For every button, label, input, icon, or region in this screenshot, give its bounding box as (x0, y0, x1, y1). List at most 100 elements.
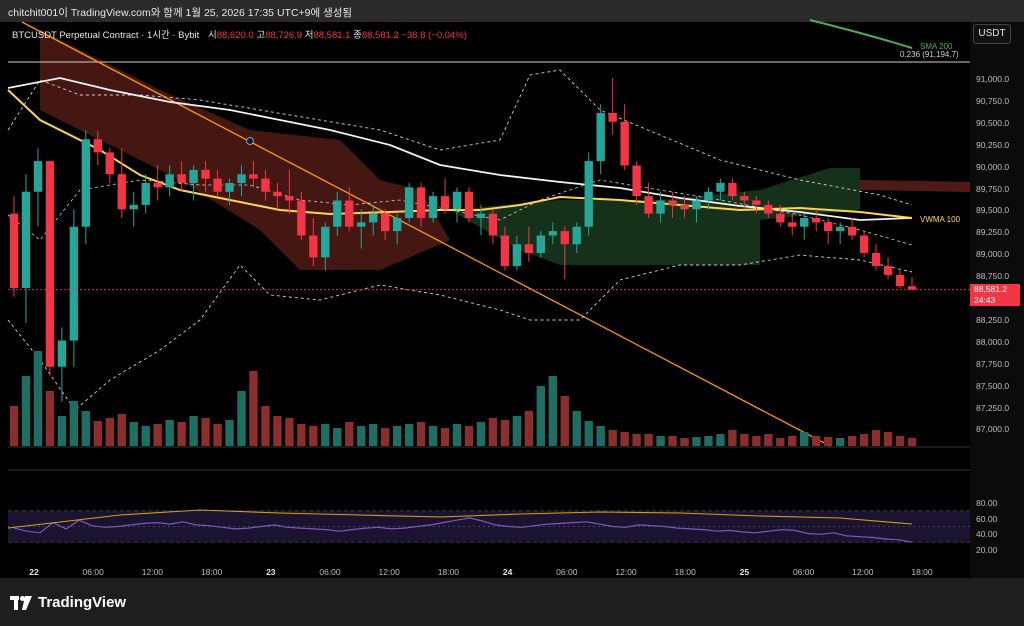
symbol-label: BTCUSDT Perpetual Contract · 1시간 · Bybit (12, 30, 200, 41)
volume-bar (416, 422, 426, 446)
volume-bar (776, 438, 785, 446)
candle-body (213, 178, 222, 192)
volume-bar (261, 406, 270, 446)
volume-bar (428, 426, 438, 446)
time-tick-label: 25 (739, 567, 750, 577)
volume-bar (129, 422, 138, 446)
volume-bar (333, 428, 342, 446)
volume-bar (704, 436, 713, 446)
candle-body (345, 200, 354, 227)
candle-body (584, 161, 593, 227)
candle-body (57, 340, 67, 367)
volume-bar (357, 426, 366, 446)
lower-band (7, 254, 913, 411)
volume-bar (500, 420, 510, 446)
candle-body (500, 235, 510, 267)
candle-body (716, 183, 725, 192)
candle-body (321, 226, 330, 258)
time-tick-label: 06:00 (556, 567, 578, 577)
candle-body (357, 222, 366, 227)
candle-body (392, 218, 402, 232)
candle-body (692, 200, 701, 210)
candle-body (201, 169, 210, 179)
volume-bar (297, 424, 306, 446)
tradingview-logo[interactable]: TradingView (10, 594, 126, 611)
time-tick-label: 23 (266, 567, 276, 577)
volume-bar (21, 376, 31, 446)
volume-bar (141, 426, 150, 446)
price-tick-label: 89,750.0 (976, 183, 1010, 194)
volume-bar (33, 351, 43, 446)
time-tick-label: 12:00 (141, 567, 164, 577)
low-value: 88,581.1 (313, 30, 351, 41)
candle-body (560, 231, 569, 245)
candle-body (105, 152, 114, 175)
volume-bar (404, 424, 414, 446)
change-value: −38.8 (−0.04%) (401, 30, 467, 41)
volume-bar (752, 436, 761, 446)
candle-body (895, 274, 905, 287)
candle-body (524, 244, 534, 253)
volume-bar (380, 428, 390, 446)
time-tick-label: 18:00 (674, 567, 696, 577)
candle-body (129, 204, 138, 210)
candle-body (69, 226, 79, 341)
price-tick-label: 87,500.0 (976, 380, 1010, 391)
volume-bar (536, 386, 546, 446)
trend-line (21, 21, 831, 447)
candle-body (572, 226, 581, 245)
candle-body (883, 266, 893, 275)
currency-button[interactable]: USDT (973, 24, 1011, 44)
candle-body (632, 165, 641, 197)
volume-bar (620, 432, 629, 446)
rsi-line (13, 517, 913, 543)
volume-bar (69, 401, 79, 446)
volume-bar (907, 438, 917, 446)
time-tick-label: 12:00 (852, 567, 874, 577)
time-tick-label: 24 (502, 567, 513, 577)
price-tick-label: 90,500.0 (976, 117, 1010, 128)
volume-bar (153, 424, 162, 446)
volume-bar (9, 406, 19, 446)
candle-body (728, 183, 737, 197)
volume-bar (309, 426, 318, 446)
candle-body (237, 174, 246, 183)
candle-body (249, 174, 258, 179)
low-label: 저 (304, 30, 314, 41)
vwma-label: VWMA 100 (920, 215, 961, 224)
volume-bar (237, 391, 246, 446)
volume-bar (716, 434, 725, 446)
last-price-value: 88,581.2 (974, 284, 1008, 294)
price-tick-label: 88,250.0 (976, 314, 1010, 325)
moving-average-white (7, 77, 913, 221)
rsi-tick-label: 40.00 (976, 529, 998, 540)
cloud-bearish-right (860, 180, 970, 192)
volume-bar (177, 422, 186, 446)
candle-body (428, 196, 438, 218)
candle-body (117, 174, 126, 210)
candle-body (309, 235, 318, 258)
volume-bar (512, 416, 522, 446)
volume-bar (656, 436, 665, 446)
volume-bar (668, 436, 677, 446)
volume-bar (452, 424, 462, 446)
candle-body (177, 174, 186, 183)
high-label: 고 (256, 30, 266, 41)
volume-bar (847, 436, 857, 446)
candle-body (668, 200, 677, 205)
volume-bar (81, 411, 91, 446)
candle-body (656, 200, 665, 214)
candle-body (141, 183, 150, 205)
volume-bar (895, 436, 905, 446)
volume-bar (117, 414, 126, 446)
candle-body (440, 196, 450, 210)
sma-200-line (809, 19, 913, 49)
candle-body (847, 226, 857, 236)
candle-body (823, 222, 833, 232)
volume-bar (189, 416, 198, 446)
volume-bar (812, 436, 821, 446)
fib-label: 0.236 (91,194.7) (900, 50, 959, 59)
footer (0, 578, 1024, 626)
candle-body (452, 191, 462, 210)
